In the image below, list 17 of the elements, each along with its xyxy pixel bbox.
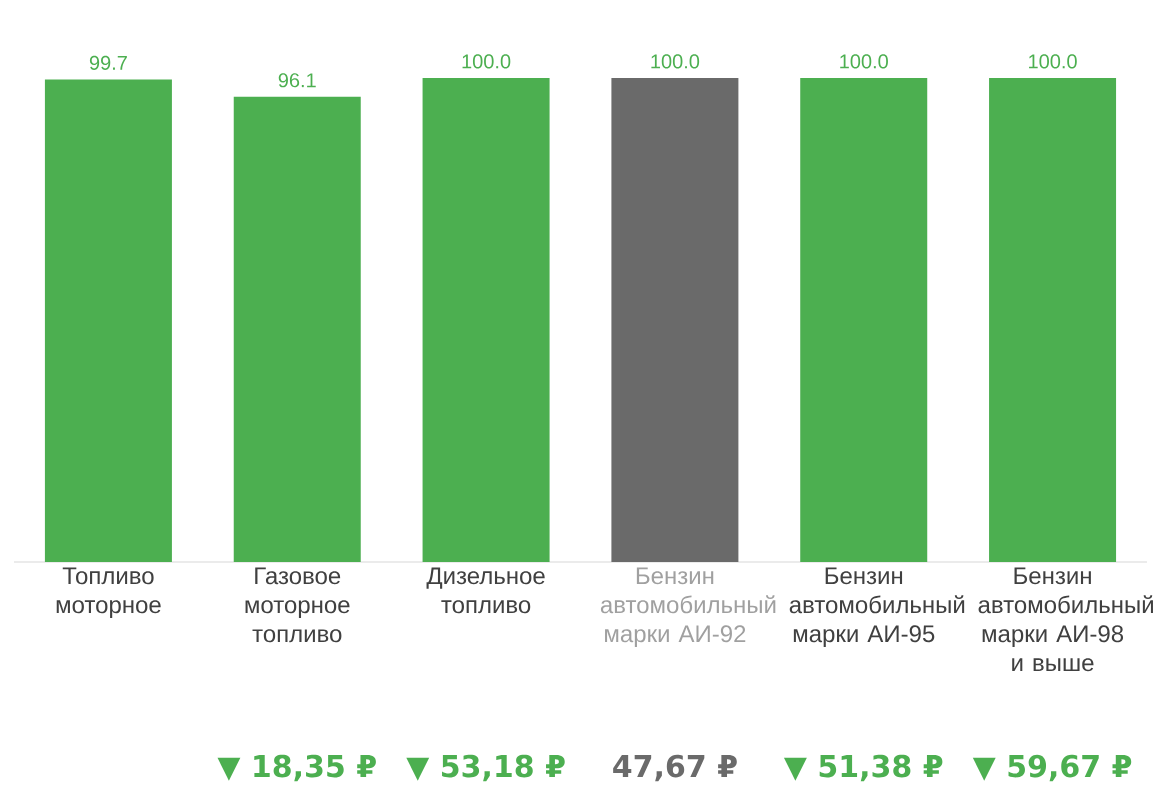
text: ▼ 59,67 ₽ (972, 754, 1132, 782)
x-tick-label: Бензин автомобильный марки АИ-95 (789, 567, 965, 648)
text: ▼ 51,38 ₽ (783, 754, 943, 782)
text: 47,67 ₽ (613, 754, 737, 782)
data-label: 99.7 (89, 55, 127, 70)
x-tick-label: Бензин автомобильный марки АИ-98 и выше (978, 567, 1153, 672)
x-tick-label: Газовое моторное топливо (245, 567, 350, 643)
x-tick-label: Топливо моторное (56, 567, 161, 619)
data-label: 100.0 (840, 54, 888, 69)
x-tick-label: Дизельное топливо (426, 567, 545, 614)
text: ▼ 18,35 ₽ (217, 754, 376, 782)
data-label: 96.1 (278, 73, 316, 88)
x-tick-label: Бензин автомобильный марки АИ-92 (600, 567, 776, 648)
text: ▼ 53,18 ₽ (406, 754, 565, 782)
data-label: 100.0 (1029, 54, 1077, 69)
data-label: 100.0 (651, 54, 700, 69)
data-label: 100.0 (462, 54, 511, 69)
